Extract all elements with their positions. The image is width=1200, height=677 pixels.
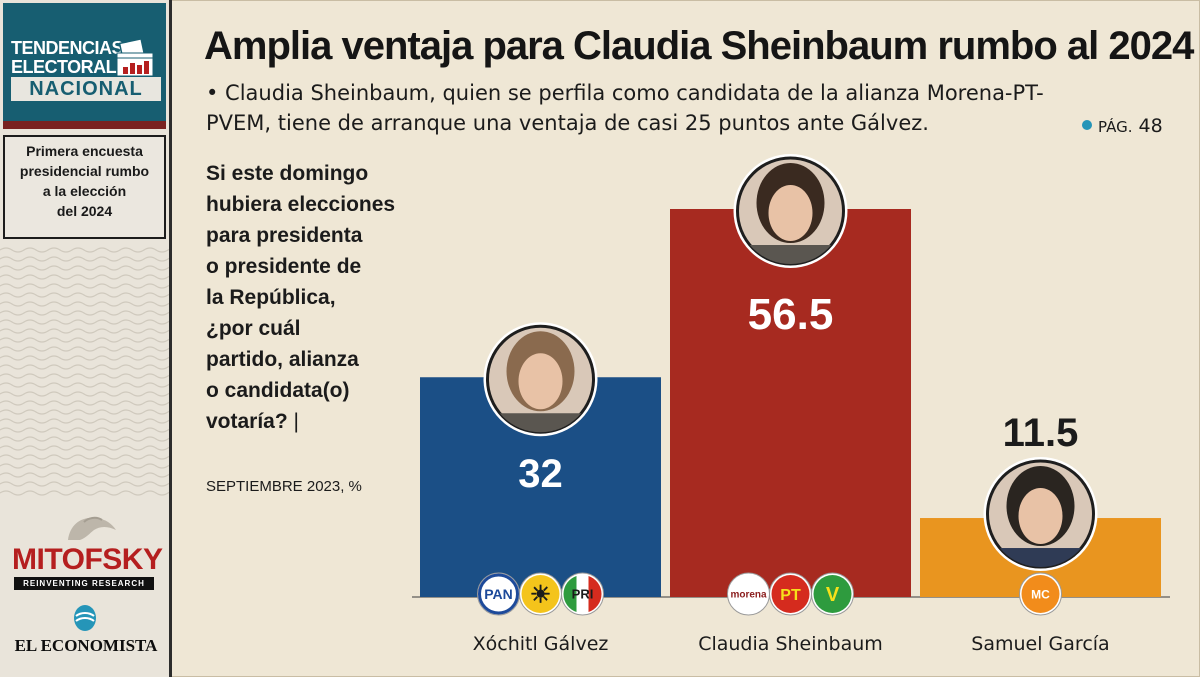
logo-disc <box>813 575 852 613</box>
ballot-box-icon <box>116 39 154 77</box>
logo-disc <box>1021 575 1060 613</box>
party-logo-pri: PRI <box>561 572 604 616</box>
bar <box>670 209 911 597</box>
brand-accent-bar <box>3 121 166 129</box>
wave-pattern <box>0 247 169 496</box>
section-brand: TENDENCIAS ELECTORALES NACIONAL <box>3 3 166 129</box>
logo-disc <box>729 575 768 613</box>
survey-note-box: Primera encuesta presidencial rumbo a la… <box>3 135 166 239</box>
survey-question: Si este domingo hubiera elecciones para … <box>206 158 396 437</box>
sidebar: TENDENCIAS ELECTORALES NACIONAL Primera … <box>0 0 172 677</box>
brand-line-2: ELECTORALES <box>11 57 140 77</box>
pollster-tagline: REINVENTING RESEARCH <box>14 577 154 590</box>
party-logo-pvem: V <box>811 572 854 616</box>
question-separator: | <box>293 410 300 433</box>
headline: Amplia ventaja para Claudia Sheinbaum ru… <box>204 24 1194 68</box>
logo-text: V <box>826 584 840 606</box>
mitofsky-emblem-icon <box>68 516 116 540</box>
candidate-photo <box>733 154 848 268</box>
candidate-photo <box>483 322 598 437</box>
party-logo-pan: PAN <box>477 572 520 616</box>
logo-text: MC <box>1031 587 1050 601</box>
party-logo-prd: ☀ <box>519 572 562 616</box>
data-label: 11.5 <box>1003 411 1079 455</box>
bullet-dot-icon <box>1082 119 1092 130</box>
mitofsky-logo: MITOFSKY REINVENTING RESEARCH <box>10 510 163 595</box>
logo-red-segment <box>588 576 602 612</box>
party-logo-pt: PT <box>769 572 812 616</box>
logo-text: ☀ <box>530 582 552 609</box>
publisher-name: EL ECONOMISTA <box>14 636 158 655</box>
page-prefix: PÁG. <box>1098 118 1133 136</box>
el-economista-emblem-icon <box>74 605 96 631</box>
logo-text: PRI <box>572 587 594 602</box>
survey-question-text: Si este domingo hubiera elecciones para … <box>206 162 396 433</box>
logo-green-segment <box>563 576 577 612</box>
page-reference: PÁG. 48 <box>1082 113 1163 140</box>
logo-disc <box>478 573 519 615</box>
person-face <box>1018 488 1063 545</box>
logo-text: morena <box>730 590 767 601</box>
party-logo-movimiento-ciudadano: MC <box>1019 572 1062 616</box>
wave-lines <box>0 247 169 496</box>
logo-text: PT <box>780 587 801 604</box>
survey-note-text: Primera encuesta presidencial rumbo a la… <box>19 143 150 219</box>
category-label: Samuel García <box>971 633 1109 655</box>
person-face <box>768 185 813 241</box>
logo-disc <box>521 575 560 613</box>
brand-line-1: TENDENCIAS <box>11 38 124 58</box>
brand-line-3: NACIONAL <box>11 77 161 101</box>
category-label: Xóchitl Gálvez <box>473 633 609 655</box>
data-label: 32 <box>518 452 563 496</box>
data-label: 56.5 <box>748 290 834 339</box>
page-number: 48 <box>1138 115 1163 137</box>
survey-date: SEPTIEMBRE 2023, % <box>206 478 362 495</box>
logo-disc <box>771 575 810 613</box>
candidate-photo <box>983 457 1098 572</box>
pollster-name: MITOFSKY <box>12 543 163 576</box>
subheadline: • Claudia Sheinbaum, quien se perfila co… <box>206 81 1044 135</box>
party-logo-morena: morena <box>727 572 770 616</box>
person-face <box>518 353 563 410</box>
category-label: Claudia Sheinbaum <box>698 633 883 655</box>
logo-text: PAN <box>484 586 513 602</box>
